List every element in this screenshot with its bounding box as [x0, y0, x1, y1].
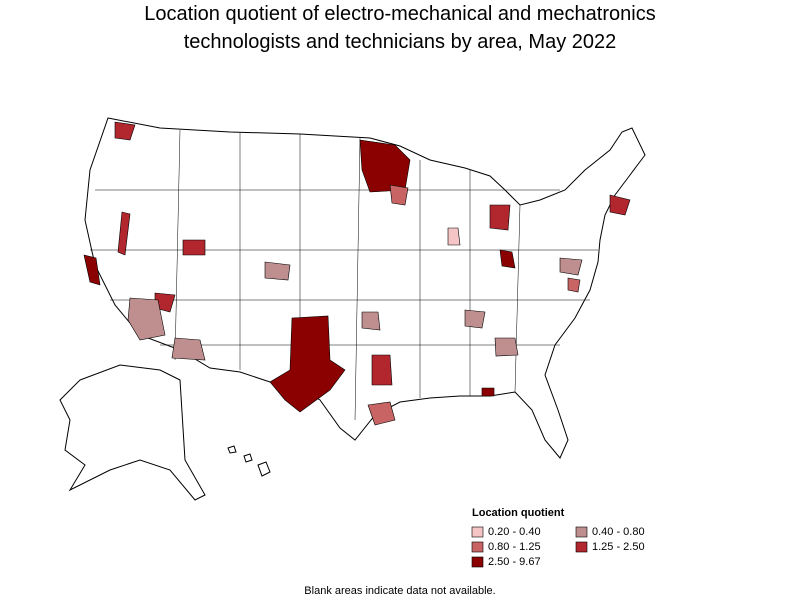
- map-area: [559, 257, 583, 276]
- legend-label: 1.25 - 2.50: [592, 541, 645, 553]
- legend-label: 2.50 - 9.67: [488, 556, 541, 568]
- map-area: [171, 337, 206, 361]
- title-line: Location quotient of electro-mechanical …: [144, 3, 655, 25]
- hawaii: [227, 445, 271, 477]
- map-area: [481, 387, 495, 397]
- map-area: [114, 121, 136, 141]
- map-area: [447, 227, 461, 246]
- legend-swatch: [575, 541, 588, 553]
- legend: Location quotient 0.20 - 0.40 0.40 - 0.80…: [471, 507, 645, 568]
- legend-label: 0.40 - 0.80: [592, 526, 645, 538]
- map-area: [489, 204, 511, 231]
- map-area: [269, 315, 346, 413]
- map-area: [494, 337, 519, 357]
- map-area: [567, 277, 581, 293]
- legend-swatch: [575, 526, 588, 538]
- legend-items: 0.20 - 0.40 0.40 - 0.80 0.80 - 1.25 1.25 - …: [471, 526, 645, 568]
- map: [59, 117, 646, 501]
- legend-swatch: [471, 541, 484, 553]
- map-area: [499, 249, 516, 269]
- legend-label: 0.20 - 0.40: [488, 526, 541, 538]
- title-line: technologists and technicians by area, M…: [184, 31, 617, 53]
- note: Blank areas indicate data not available.: [304, 585, 495, 597]
- map-area: [464, 309, 486, 329]
- legend-title: Location quotient: [472, 507, 565, 519]
- map-area: [389, 184, 409, 206]
- map-area: [83, 254, 101, 286]
- us-mainland: [84, 117, 646, 459]
- interior-borders: [90, 129, 598, 421]
- map-area: [182, 239, 206, 256]
- alaska: [59, 364, 206, 501]
- legend-label: 0.80 - 1.25: [488, 541, 541, 553]
- map-area: [117, 211, 131, 256]
- map-area: [609, 194, 631, 216]
- map-area: [371, 354, 393, 386]
- map-area: [361, 311, 381, 331]
- legend-swatch: [471, 556, 484, 568]
- map-area: [127, 297, 166, 341]
- map-area: [367, 401, 396, 426]
- map-area: [264, 261, 291, 281]
- legend-swatch: [471, 526, 484, 538]
